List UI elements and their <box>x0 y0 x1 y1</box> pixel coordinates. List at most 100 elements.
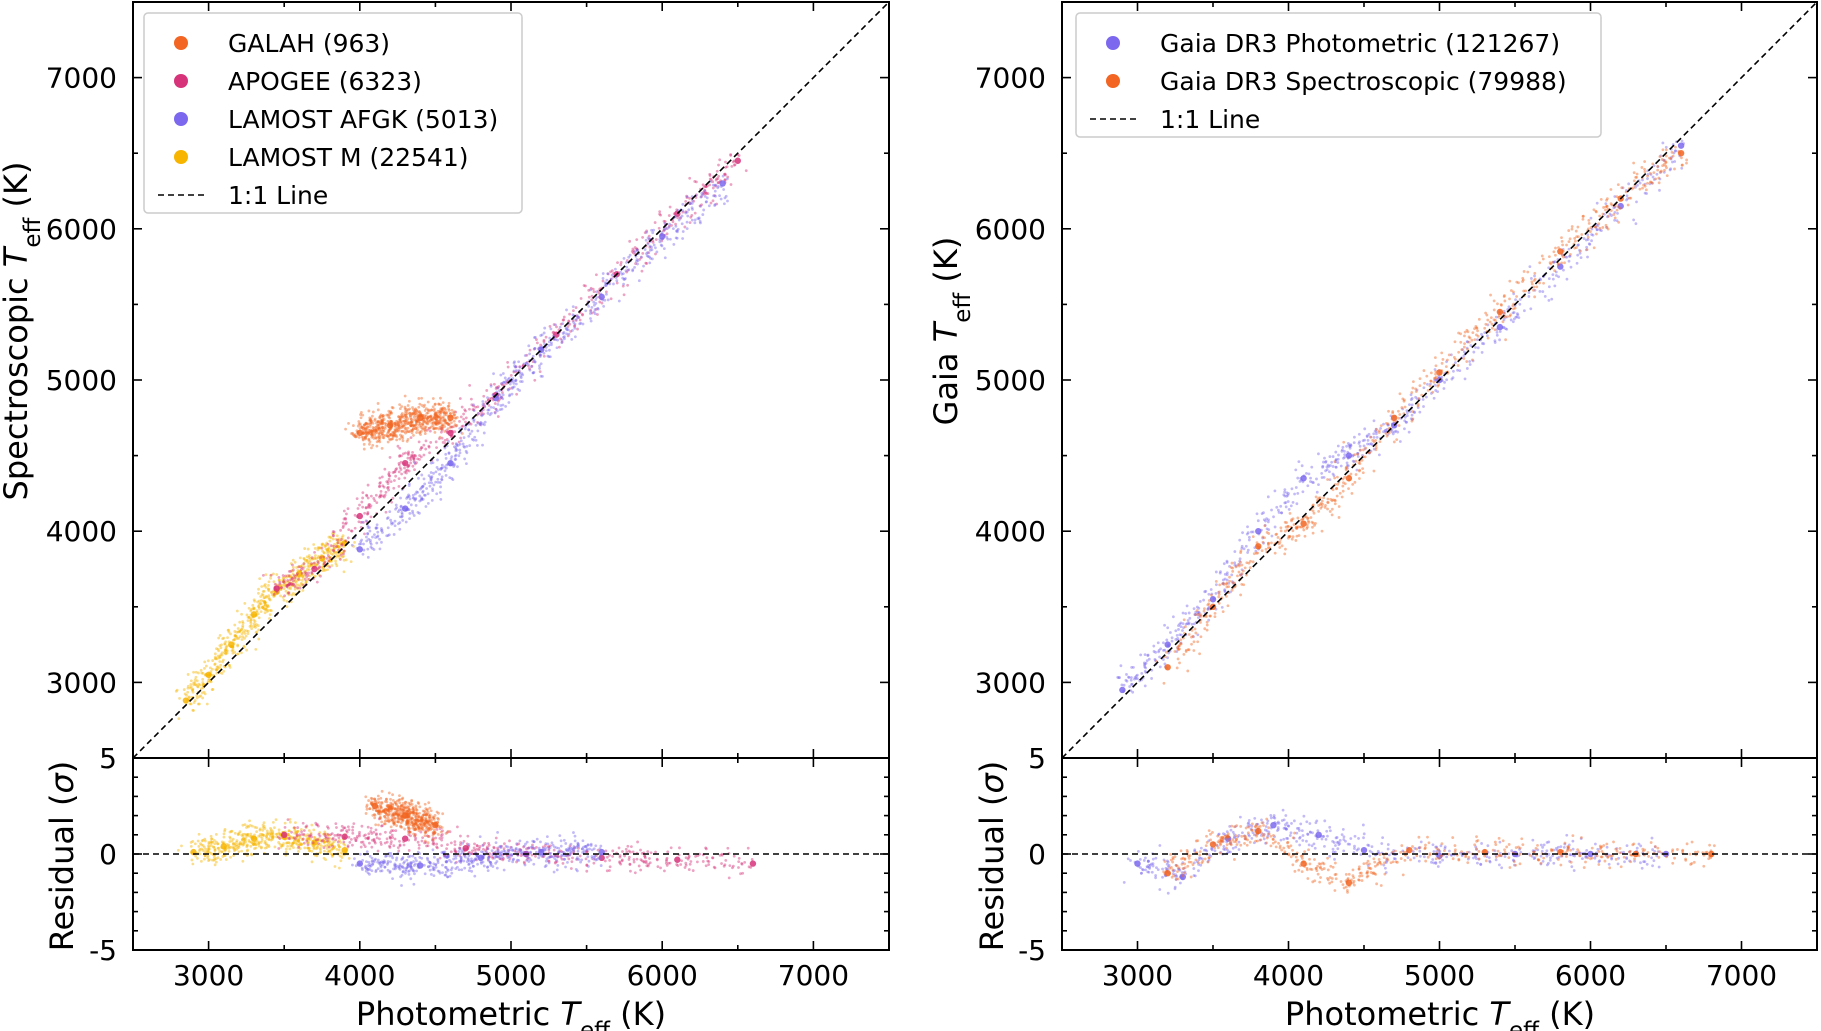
scatter-point <box>400 412 404 415</box>
scatter-point <box>283 821 287 825</box>
scatter-point <box>395 824 398 828</box>
scatter-point <box>432 867 436 870</box>
scatter-point <box>454 867 458 871</box>
scatter-point <box>400 515 404 519</box>
scatter-point <box>436 846 439 850</box>
scatter-point <box>378 860 382 864</box>
scatter-point <box>386 516 390 520</box>
scatter-point <box>421 497 425 501</box>
scatter-point <box>445 463 449 467</box>
scatter-point <box>1680 139 1684 143</box>
scatter-point <box>529 845 533 849</box>
scatter-point <box>362 423 366 427</box>
scatter-point <box>381 422 385 426</box>
scatter-point <box>252 625 256 628</box>
scatter-point <box>388 437 391 441</box>
scatter-point <box>457 850 461 853</box>
scatter-point <box>467 859 471 863</box>
scatter-point <box>474 423 478 427</box>
scatter-point <box>428 451 431 455</box>
scatter-point <box>394 425 397 428</box>
scatter-point <box>397 415 401 419</box>
scatter-point <box>261 605 264 609</box>
scatter-point <box>683 866 687 869</box>
scatter-point <box>603 859 607 863</box>
scatter-point <box>392 533 396 536</box>
scatter-point <box>478 423 482 426</box>
scatter-point <box>544 349 548 353</box>
scatter-point <box>290 576 294 580</box>
scatter-point <box>432 868 436 872</box>
scatter-point <box>665 227 669 230</box>
scatter-point <box>439 485 443 489</box>
scatter-point <box>340 551 344 555</box>
scatter-point <box>432 427 435 431</box>
scatter-point <box>410 454 414 458</box>
scatter-point <box>427 444 431 448</box>
scatter-point <box>322 832 326 836</box>
scatter-point <box>506 378 510 381</box>
scatter-point <box>305 555 309 559</box>
scatter-point <box>379 427 383 431</box>
scatter-point <box>254 613 258 617</box>
scatter-point <box>233 831 237 835</box>
scatter-point <box>323 844 327 848</box>
scatter-point <box>378 812 382 816</box>
scatter-point <box>331 844 335 848</box>
scatter-point <box>386 482 390 485</box>
scatter-point <box>1230 573 1234 577</box>
scatter-point <box>396 846 400 849</box>
scatter-point <box>518 389 522 392</box>
scatter-point <box>401 856 405 859</box>
scatter-point <box>224 651 227 655</box>
scatter-point <box>412 869 416 873</box>
scatter-point <box>297 839 300 842</box>
scatter-point <box>530 853 534 857</box>
scatter-point <box>278 582 282 586</box>
scatter-point <box>420 485 424 489</box>
scatter-point <box>365 535 368 539</box>
scatter-point <box>404 410 407 413</box>
scatter-point <box>222 835 226 839</box>
scatter-point <box>294 836 298 839</box>
scatter-point <box>251 615 254 619</box>
scatter-point <box>638 257 642 261</box>
scatter-point <box>629 869 632 873</box>
scatter-point <box>669 846 673 850</box>
scatter-point <box>342 517 346 521</box>
scatter-point <box>743 860 747 864</box>
scatter-point <box>339 851 343 855</box>
scatter-point <box>643 856 647 860</box>
scatter-point <box>573 326 577 330</box>
scatter-point <box>1586 255 1589 259</box>
scatter-point <box>301 567 305 570</box>
scatter-point <box>676 216 680 220</box>
scatter-point <box>252 606 256 610</box>
scatter-point <box>368 416 372 420</box>
scatter-point <box>429 417 433 421</box>
scatter-point <box>507 859 511 863</box>
scatter-point <box>322 561 326 564</box>
scatter-point <box>297 565 301 569</box>
scatter-point <box>594 302 598 305</box>
scatter-point <box>456 465 459 469</box>
scatter-point <box>445 855 448 859</box>
scatter-point <box>402 462 406 466</box>
scatter-point <box>685 194 688 198</box>
scatter-point <box>319 574 322 578</box>
scatter-point <box>329 843 333 847</box>
scatter-point <box>380 421 384 424</box>
scatter-point <box>267 596 271 600</box>
scatter-point <box>367 430 371 434</box>
scatter-point <box>389 837 392 840</box>
scatter-point <box>332 549 335 553</box>
scatter-point <box>318 842 322 846</box>
scatter-point <box>326 554 330 558</box>
scatter-point <box>241 859 245 863</box>
scatter-point <box>364 432 368 436</box>
scatter-point <box>252 843 255 846</box>
scatter-point <box>252 607 256 610</box>
scatter-point <box>306 846 310 850</box>
scatter-point <box>542 351 546 355</box>
scatter-point <box>614 267 617 271</box>
